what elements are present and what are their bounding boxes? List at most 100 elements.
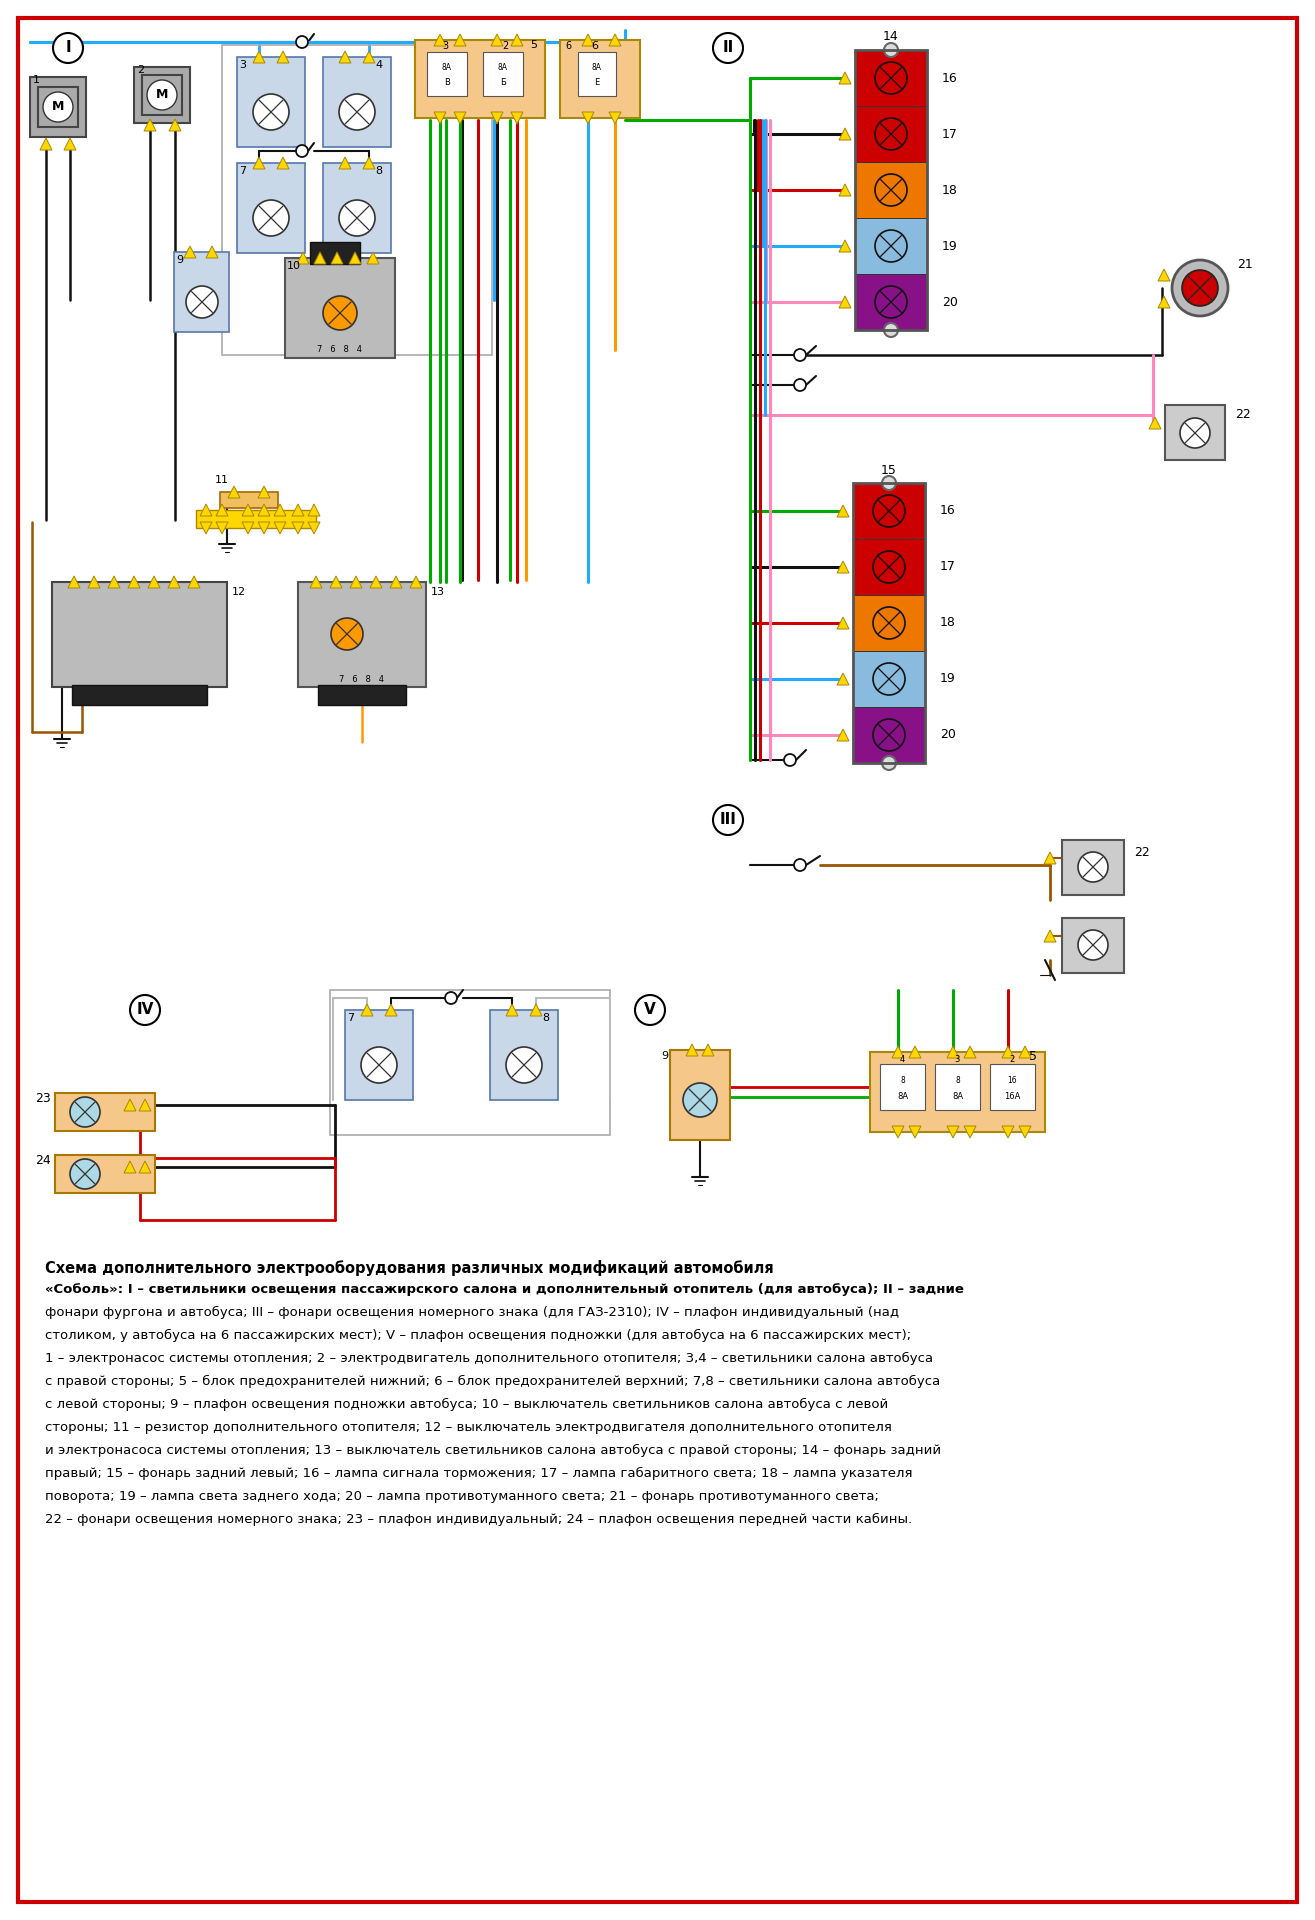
Bar: [855, 219, 927, 275]
Text: II: II: [722, 40, 734, 56]
Bar: [935, 1064, 980, 1110]
Circle shape: [70, 1160, 100, 1188]
Text: 4: 4: [899, 1056, 905, 1064]
Text: 8А: 8А: [952, 1092, 963, 1100]
Circle shape: [362, 1046, 397, 1083]
Polygon shape: [339, 157, 351, 169]
Polygon shape: [149, 576, 160, 588]
Bar: [323, 58, 391, 148]
Circle shape: [874, 175, 907, 205]
Polygon shape: [308, 522, 320, 534]
Polygon shape: [350, 576, 362, 588]
Text: V: V: [644, 1002, 656, 1018]
Polygon shape: [1019, 1046, 1031, 1058]
Polygon shape: [454, 111, 466, 125]
Polygon shape: [892, 1046, 903, 1058]
Text: «Соболь»: I – светильники освещения пассажирского салона и дополнительный отопит: «Соболь»: I – светильники освещения пасс…: [45, 1283, 964, 1296]
Bar: [299, 582, 426, 687]
Polygon shape: [1002, 1046, 1014, 1058]
Text: 9: 9: [661, 1050, 668, 1062]
Text: 24: 24: [36, 1154, 51, 1167]
Polygon shape: [964, 1125, 976, 1139]
Polygon shape: [242, 503, 254, 516]
Text: 22: 22: [1134, 847, 1149, 860]
Polygon shape: [702, 1044, 714, 1056]
Circle shape: [252, 200, 289, 236]
Text: 13: 13: [431, 588, 444, 597]
Polygon shape: [216, 503, 227, 516]
Bar: [345, 1010, 413, 1100]
Polygon shape: [609, 111, 621, 125]
Bar: [579, 52, 615, 96]
Bar: [237, 163, 305, 253]
Polygon shape: [490, 35, 504, 46]
Polygon shape: [184, 246, 196, 257]
Text: 11: 11: [214, 474, 229, 486]
Polygon shape: [216, 522, 227, 534]
Text: 3: 3: [442, 40, 448, 52]
Bar: [1063, 918, 1124, 973]
Bar: [330, 991, 610, 1135]
Circle shape: [874, 117, 907, 150]
Bar: [30, 77, 85, 136]
Polygon shape: [839, 184, 851, 196]
Bar: [853, 484, 924, 762]
Polygon shape: [512, 35, 523, 46]
Circle shape: [882, 476, 896, 490]
Polygon shape: [277, 157, 289, 169]
Polygon shape: [838, 505, 849, 516]
Polygon shape: [292, 503, 304, 516]
Polygon shape: [410, 576, 422, 588]
Circle shape: [713, 804, 743, 835]
Bar: [220, 492, 277, 509]
Text: фонари фургона и автобуса; III – фонари освещения номерного знака (для ГАЗ-2310): фонари фургона и автобуса; III – фонари …: [45, 1306, 899, 1319]
Text: 12: 12: [231, 588, 246, 597]
Polygon shape: [391, 576, 402, 588]
Polygon shape: [274, 522, 285, 534]
Text: Е: Е: [594, 79, 600, 86]
Bar: [853, 595, 924, 651]
Circle shape: [884, 323, 898, 338]
Text: 6: 6: [565, 40, 571, 52]
Circle shape: [874, 230, 907, 261]
Polygon shape: [308, 503, 320, 516]
Polygon shape: [1044, 852, 1056, 864]
Circle shape: [185, 286, 218, 319]
Circle shape: [874, 61, 907, 94]
Bar: [671, 1050, 730, 1140]
Bar: [1063, 841, 1124, 895]
Bar: [855, 106, 927, 161]
Polygon shape: [242, 522, 254, 534]
Polygon shape: [292, 522, 304, 534]
Circle shape: [1172, 259, 1228, 317]
Circle shape: [296, 36, 308, 48]
Polygon shape: [363, 157, 375, 169]
Text: 2: 2: [1010, 1056, 1015, 1064]
Bar: [285, 257, 394, 357]
Bar: [990, 1064, 1035, 1110]
Text: 17: 17: [942, 127, 957, 140]
Polygon shape: [314, 252, 326, 265]
Polygon shape: [124, 1162, 135, 1173]
Circle shape: [794, 378, 806, 392]
Polygon shape: [258, 503, 270, 516]
Text: 15: 15: [881, 463, 897, 476]
Circle shape: [323, 296, 356, 330]
Bar: [134, 67, 189, 123]
Bar: [490, 1010, 558, 1100]
Text: 2: 2: [137, 65, 145, 75]
Bar: [853, 484, 924, 540]
Polygon shape: [370, 576, 381, 588]
Bar: [416, 40, 544, 117]
Text: 5: 5: [1030, 1050, 1038, 1064]
Bar: [427, 52, 467, 96]
Text: 9: 9: [176, 255, 183, 265]
Text: Схема дополнительного электрооборудования различных модификаций автомобиля: Схема дополнительного электрооборудовани…: [45, 1260, 773, 1277]
Circle shape: [873, 718, 905, 751]
Bar: [855, 50, 927, 106]
Polygon shape: [274, 503, 285, 516]
Polygon shape: [454, 35, 466, 46]
Text: с левой стороны; 9 – плафон освещения подножки автобуса; 10 – выключатель светил: с левой стороны; 9 – плафон освещения по…: [45, 1398, 888, 1411]
Polygon shape: [145, 119, 156, 131]
Circle shape: [444, 993, 458, 1004]
